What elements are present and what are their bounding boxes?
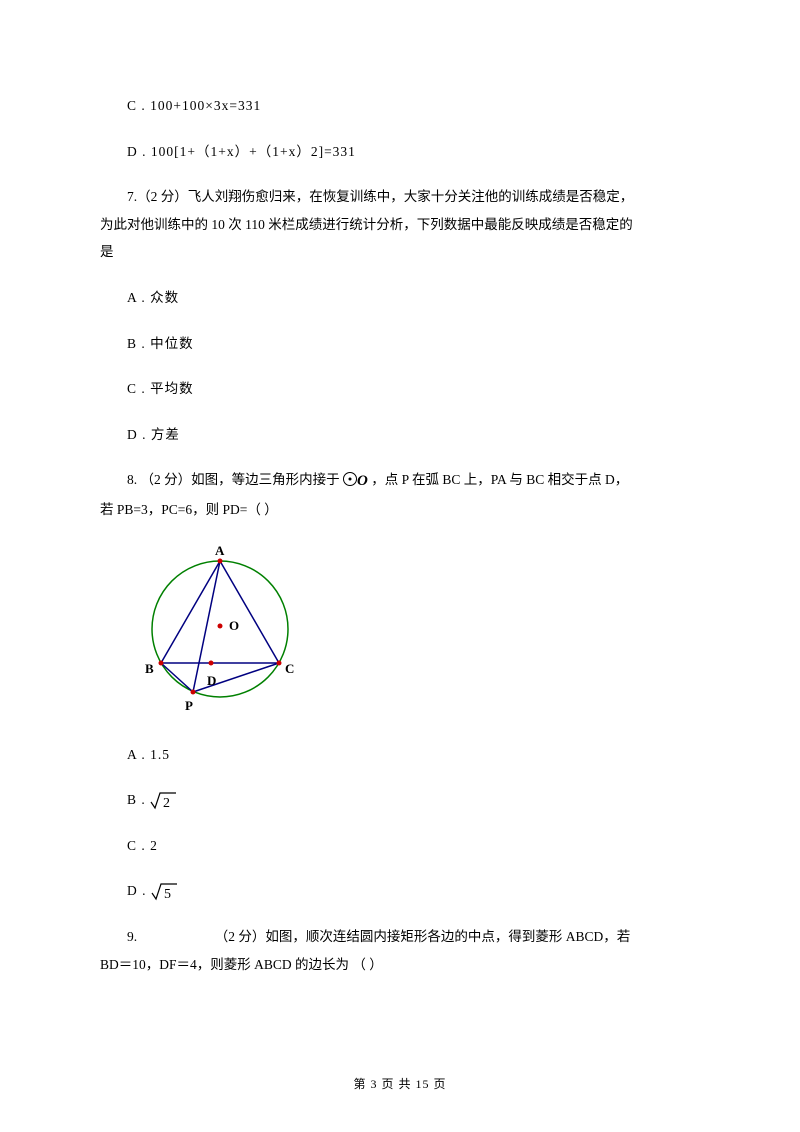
q8-stem-line2: 若 PB=3，PC=6，则 PD=（ ）	[100, 499, 700, 521]
q9-stem-line1: 9. （2 分）如图，顺次连结圆内接矩形各边的中点，得到菱形 ABCD，若	[100, 926, 700, 948]
document-page: C . 100+100×3x=331 D . 100[1+（1+x）+（1+x）…	[0, 0, 800, 1039]
q6-option-d: D . 100[1+（1+x）+（1+x）2]=331	[100, 141, 700, 163]
sqrt-value: 5	[164, 887, 172, 901]
q7-stem-line3: 是	[100, 241, 700, 263]
svg-text:P: P	[185, 698, 193, 713]
q8-stem-1a: 8. （2 分）如图，等边三角形内接于	[127, 472, 343, 487]
q8-option-d: D . 5	[100, 880, 700, 902]
sqrt-icon: 5	[151, 883, 179, 901]
q8-stem-line1: 8. （2 分）如图，等边三角形内接于 O ，点 P 在弧 BC 上，PA 与 …	[100, 469, 700, 493]
q9-stem-1b: （2 分）如图，顺次连结圆内接矩形各边的中点，得到菱形 ABCD，若	[215, 929, 631, 944]
svg-text:B: B	[145, 661, 154, 676]
q8-stem-1b: ，点 P 在弧 BC 上，PA 与 BC 相交于点 D，	[368, 472, 628, 487]
q7-option-a: A . 众数	[100, 287, 700, 309]
q7-stem-line2: 为此对他训练中的 10 次 110 米栏成绩进行统计分析，下列数据中最能反映成绩…	[100, 214, 700, 236]
q8-option-c: C . 2	[100, 835, 700, 857]
q8-option-b: B . 2	[100, 789, 700, 811]
svg-text:C: C	[285, 661, 294, 676]
q7-option-b: B . 中位数	[100, 333, 700, 355]
q9-stem-line2: BD＝10，DF＝4，则菱形 ABCD 的边长为 （ ）	[100, 954, 700, 976]
page-footer: 第 3 页 共 15 页	[0, 1075, 800, 1092]
q7-option-c: C . 平均数	[100, 378, 700, 400]
q8-option-d-label: D .	[127, 883, 151, 898]
svg-text:O: O	[229, 618, 239, 633]
sqrt-icon: 2	[150, 792, 178, 810]
q8-figure: A B C DP O	[127, 545, 700, 720]
svg-text:A: A	[215, 545, 225, 558]
q6-option-c: C . 100+100×3x=331	[100, 95, 700, 117]
circle-o-icon	[343, 472, 357, 486]
sqrt-value: 2	[163, 796, 171, 810]
q7-stem-line1: 7.（2 分）飞人刘翔伤愈归来，在恢复训练中，大家十分关注他的训练成绩是否稳定，	[100, 186, 700, 208]
q8-option-a: A . 1.5	[100, 744, 700, 766]
svg-text:D: D	[207, 673, 216, 688]
q7-option-d: D . 方差	[100, 424, 700, 446]
q8-option-b-label: B .	[127, 792, 150, 807]
q9-num: 9.	[127, 929, 141, 944]
